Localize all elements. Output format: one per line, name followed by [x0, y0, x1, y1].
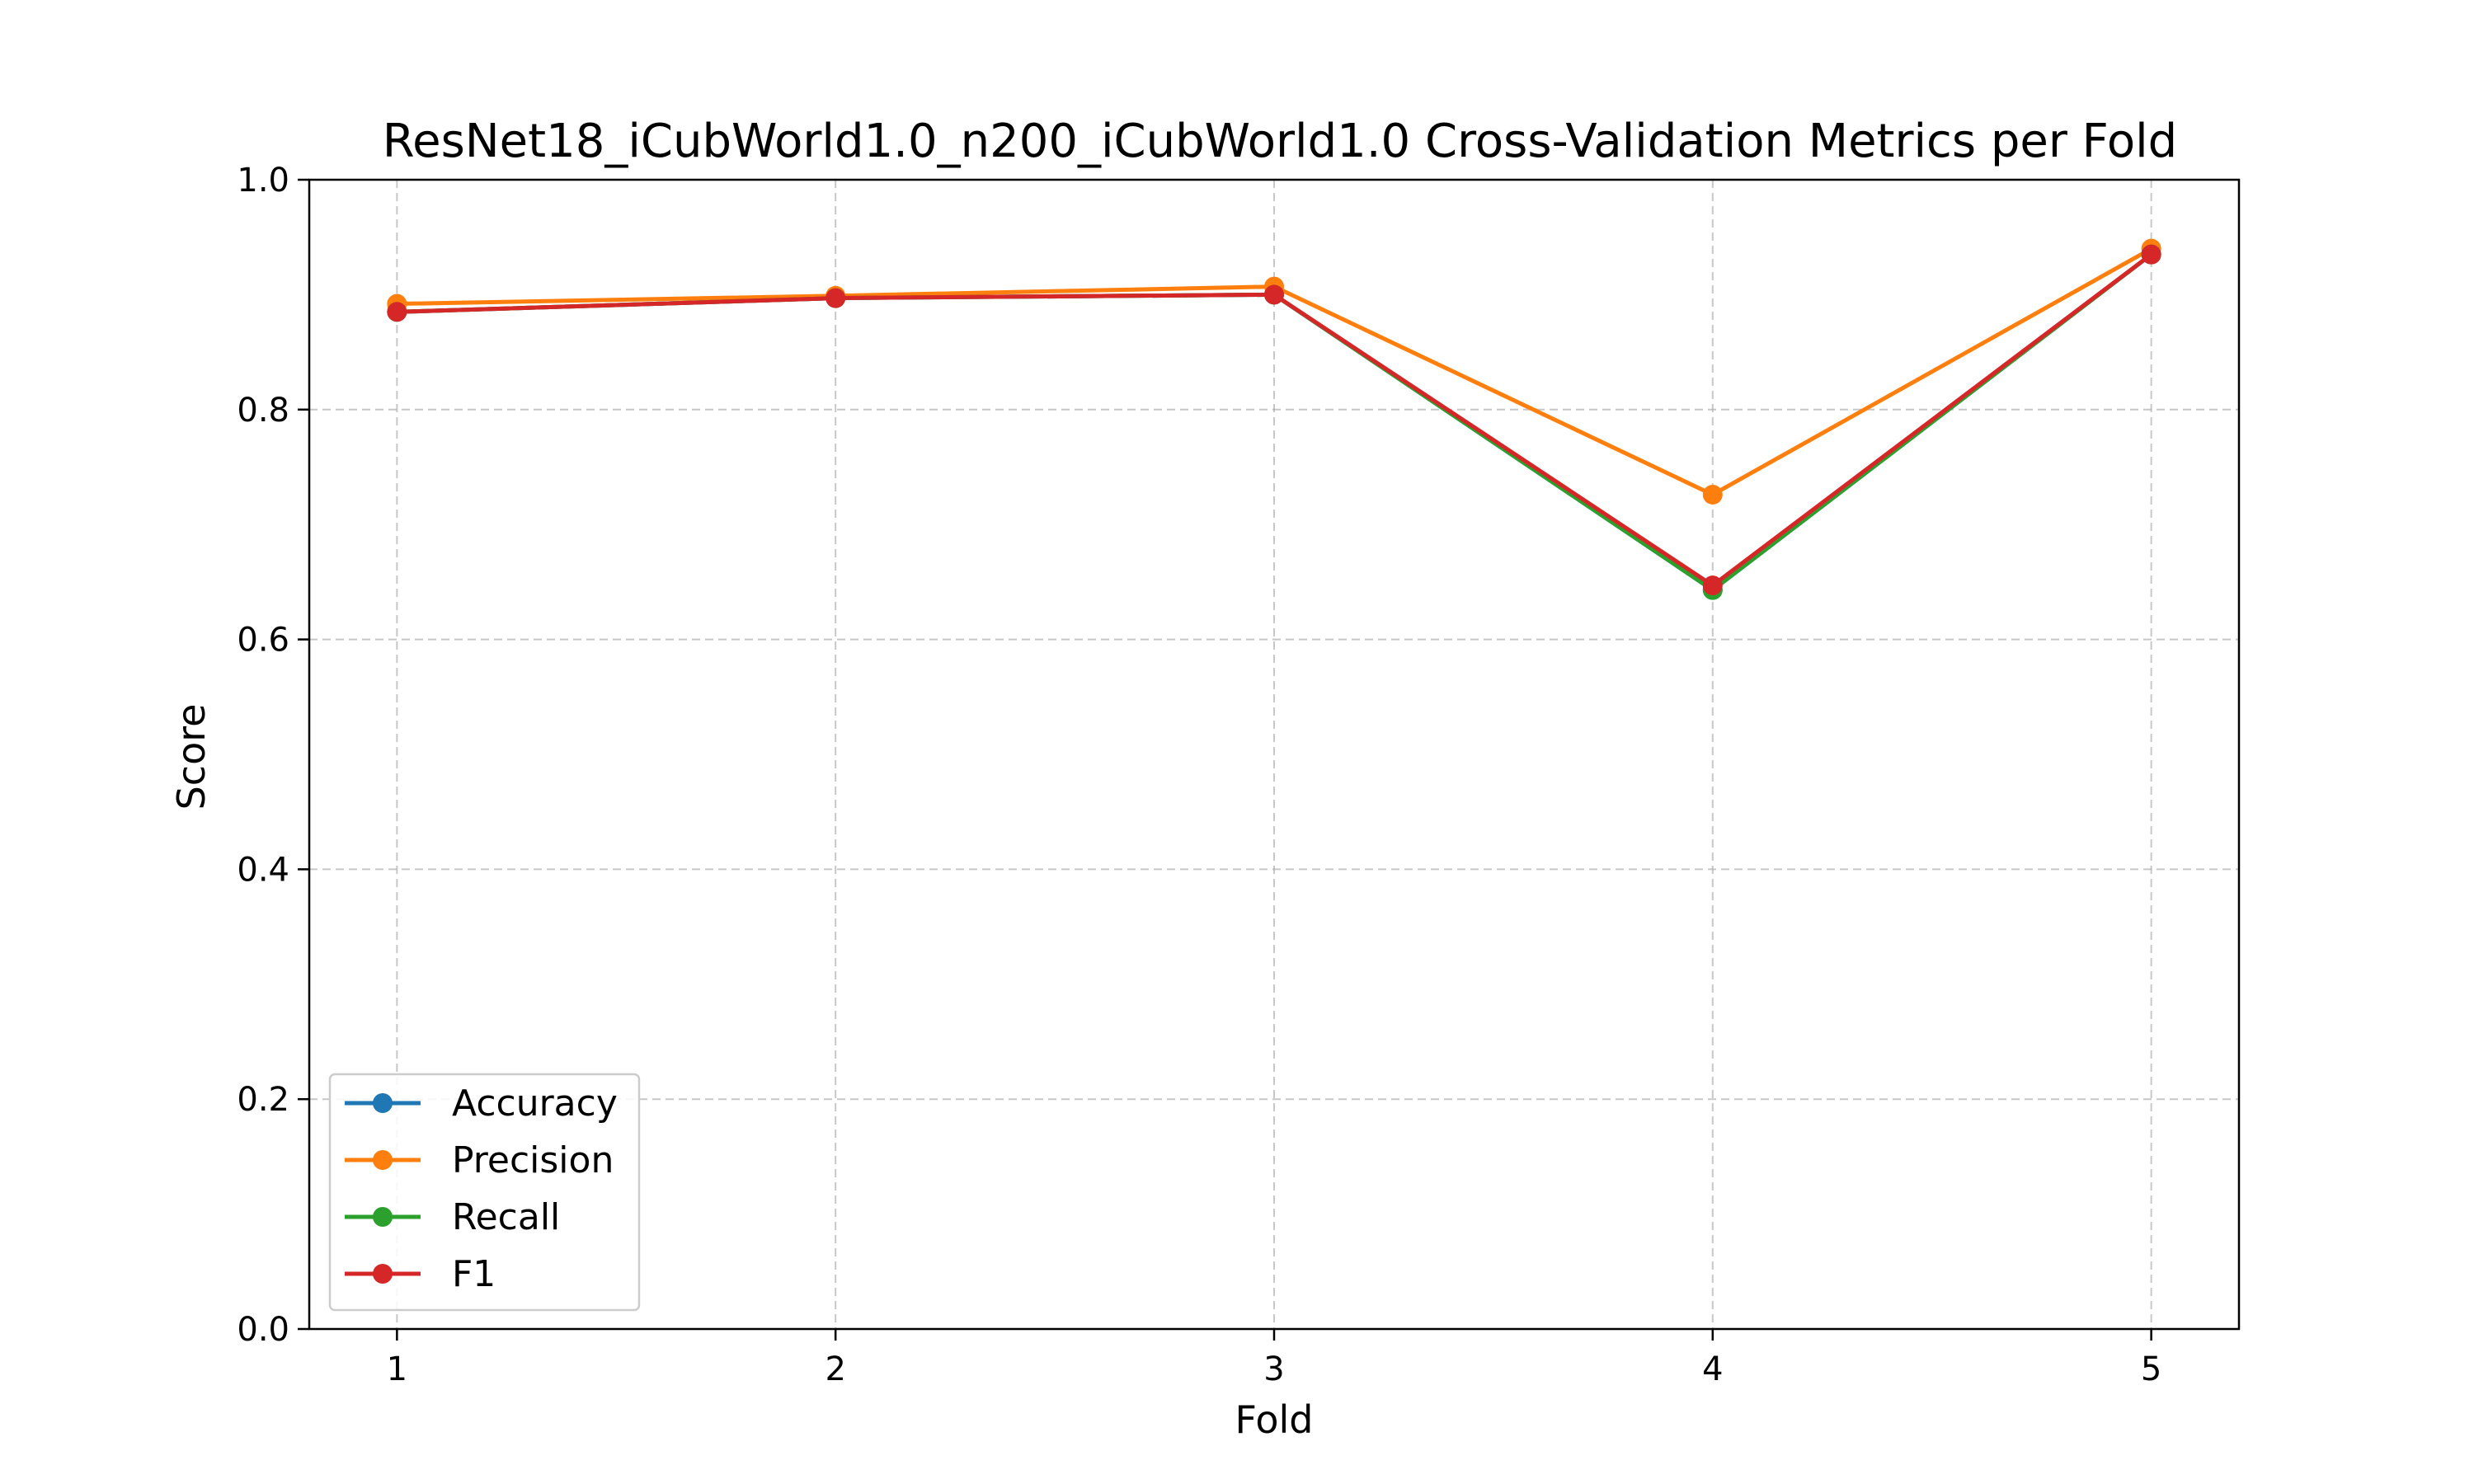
x-tick-label: 3 — [1263, 1350, 1284, 1388]
y-axis-label: Score — [169, 704, 214, 810]
series-layer — [387, 238, 2161, 600]
data-point — [1702, 484, 1723, 505]
legend-box — [328, 1073, 641, 1312]
y-tick-label: 0.4 — [237, 851, 289, 889]
legend-label: Accuracy — [452, 1082, 618, 1125]
y-tick-label: 0.0 — [237, 1311, 289, 1349]
x-axis-label: Fold — [1235, 1397, 1314, 1442]
data-point — [2141, 244, 2161, 265]
x-tick-label: 2 — [825, 1350, 845, 1388]
data-point — [1702, 575, 1723, 596]
x-tick-label: 5 — [2141, 1350, 2161, 1388]
legend-item: Accuracy — [345, 1082, 618, 1125]
y-tick-label: 0.6 — [237, 622, 289, 660]
legend-label: F1 — [452, 1253, 496, 1295]
y-tick-label: 0.2 — [237, 1081, 289, 1119]
x-tick-label: 1 — [387, 1350, 407, 1388]
series-f1 — [387, 244, 2161, 596]
legend-item: Recall — [345, 1196, 560, 1238]
legend-marker — [373, 1207, 393, 1227]
legend-label: Precision — [452, 1139, 614, 1181]
legend-item: Precision — [345, 1139, 614, 1181]
legend-label: Recall — [452, 1196, 560, 1238]
legend-marker — [373, 1093, 393, 1113]
y-tick-label: 1.0 — [237, 162, 289, 200]
legend: Accuracy Precision Recall F1 — [328, 1073, 641, 1312]
legend-item: F1 — [345, 1253, 496, 1295]
y-tick-label: 0.8 — [237, 392, 289, 430]
data-point — [387, 302, 407, 322]
axis-ticks: 1 2 3 4 5 0.0 0.2 0.4 0.6 0.8 1.0 — [237, 162, 2161, 1388]
data-point — [825, 288, 846, 308]
legend-marker — [373, 1264, 393, 1284]
chart-title: ResNet18_iCubWorld1.0_n200_iCubWorld1.0 … — [383, 115, 2177, 168]
legend-marker — [373, 1150, 393, 1170]
x-tick-label: 4 — [1702, 1350, 1723, 1388]
data-point — [1264, 284, 1284, 305]
